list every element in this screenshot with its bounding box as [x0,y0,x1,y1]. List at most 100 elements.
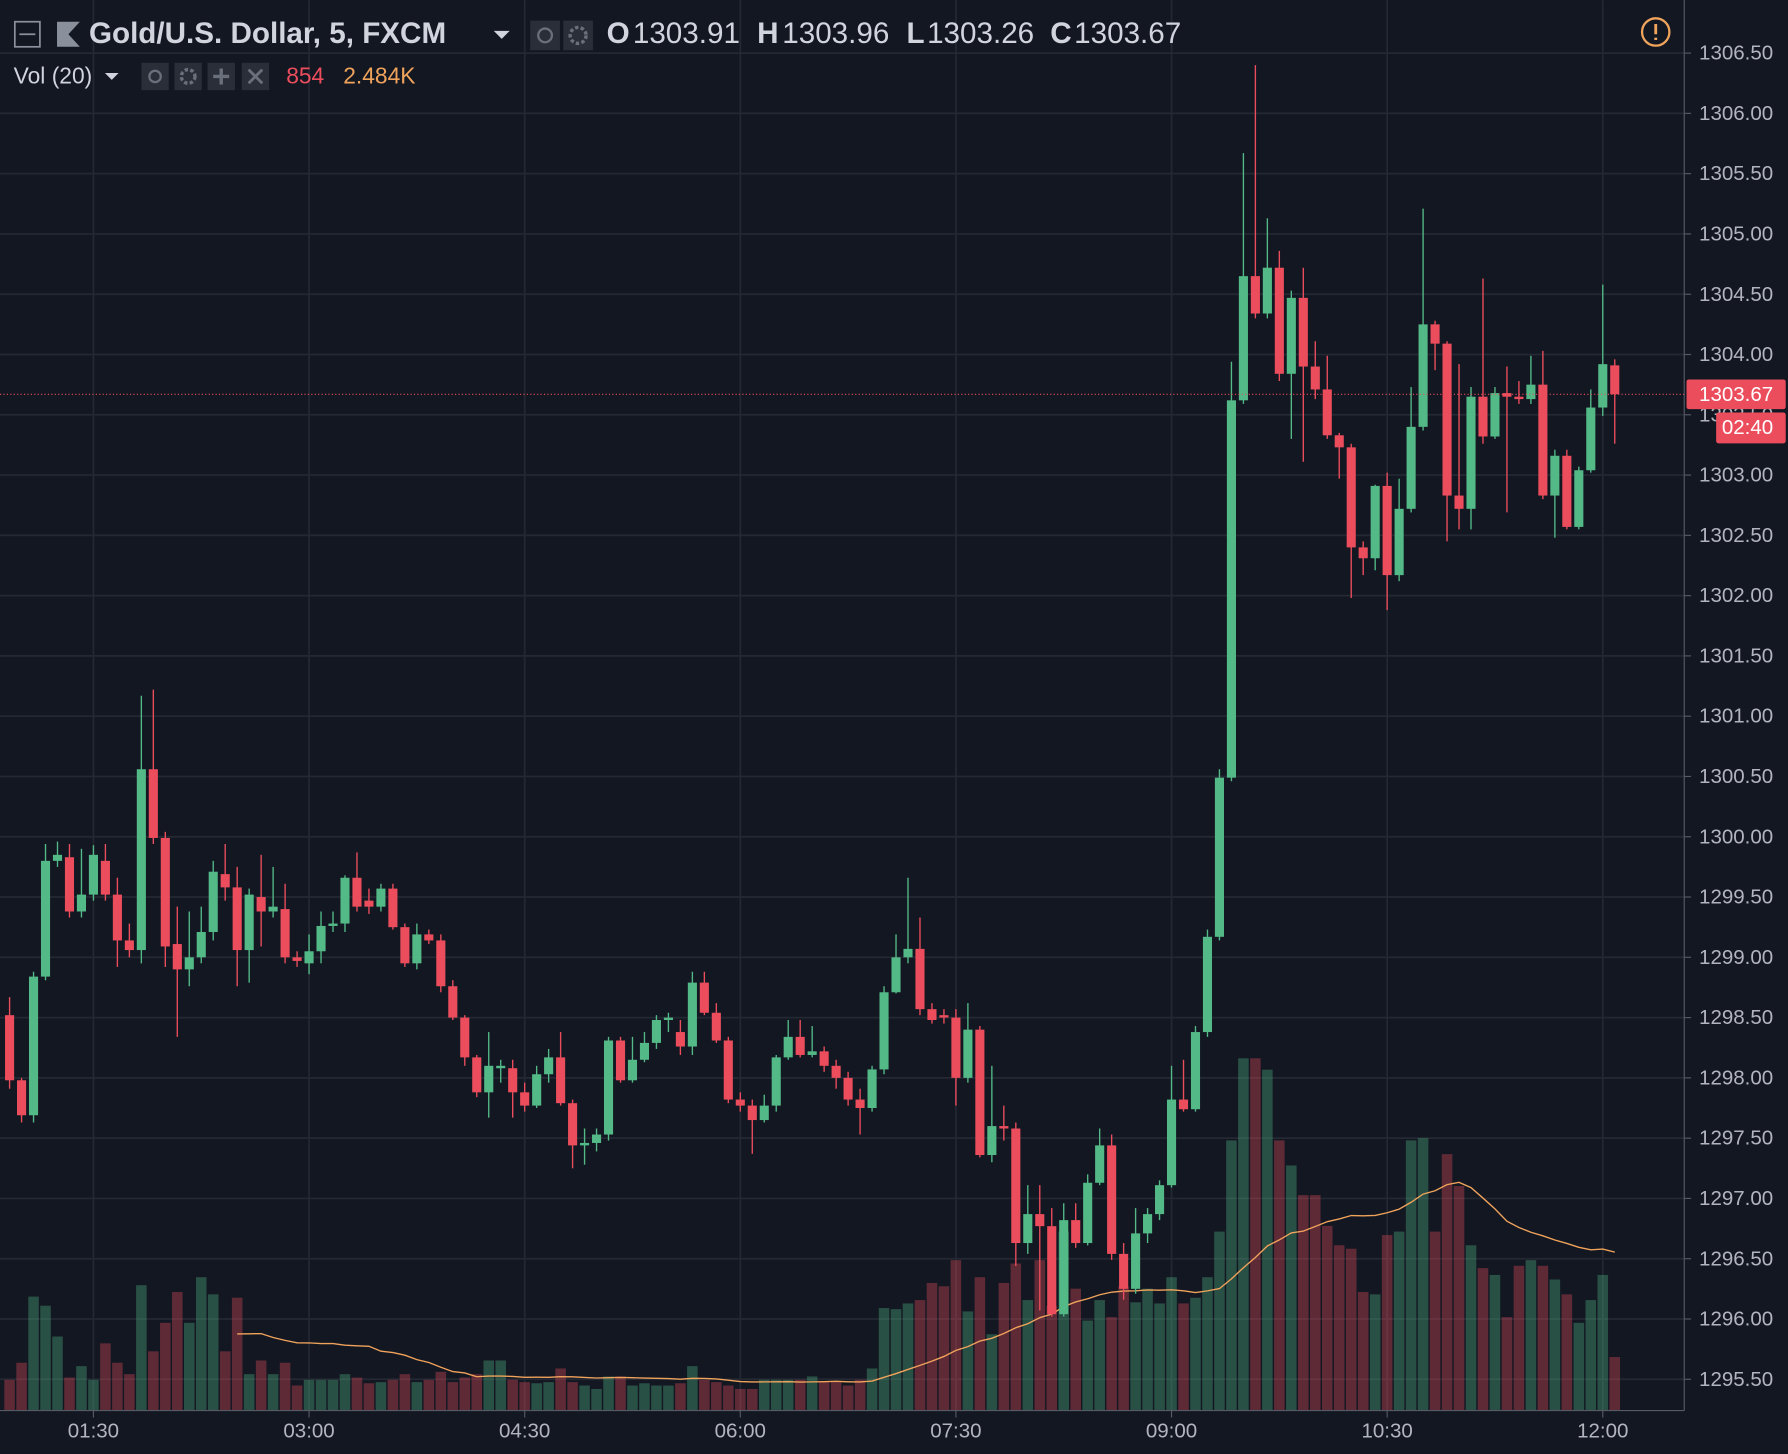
candle-body [280,909,290,958]
dropdown-caret[interactable] [493,30,510,39]
candle-body [951,1017,961,1078]
collapse-icon[interactable] [13,20,41,48]
candle-body [1586,407,1596,471]
candle-body [220,874,230,888]
y-tick-label: 1295.50 [1699,1368,1773,1391]
volume-caret[interactable] [104,73,119,80]
volume-bar [172,1292,183,1411]
volume-bar [507,1379,518,1411]
volume-bar [148,1351,159,1411]
volume-bar [818,1382,830,1411]
candle-body [1454,495,1464,509]
x-tick-label: 01:30 [68,1420,119,1443]
volume-bar [878,1308,890,1411]
volume-title: Vol (20) [14,63,93,89]
y-tick-label: 1300.00 [1699,825,1773,848]
candle-body [663,1017,673,1020]
vol-settings-button[interactable] [174,62,202,91]
volume-bar [1106,1317,1117,1411]
candle-body [903,948,913,958]
volume-bar [4,1379,15,1411]
settings-button[interactable] [563,20,593,51]
candle-body [17,1080,27,1116]
volume-bar [567,1382,578,1411]
volume-bar [651,1385,662,1411]
candle-body [1298,297,1308,367]
volume-bar [1489,1274,1501,1411]
volume-bar [1118,1286,1129,1411]
close-icon [247,68,264,85]
volume-bar [555,1368,566,1411]
candle-body [759,1105,769,1121]
open-value: 1303.91 [633,17,740,50]
volume-bar [1226,1140,1237,1411]
volume-bar [591,1388,602,1411]
candle-body [556,1057,566,1104]
candle-body [615,1040,626,1081]
y-tick-label: 1299.00 [1699,946,1773,969]
y-tick-label: 1299.50 [1699,886,1773,909]
volume-bar [52,1336,63,1411]
eye-button[interactable] [530,20,560,51]
volume-bar [1250,1058,1261,1411]
candle-body [987,1126,997,1156]
warning-icon[interactable] [1640,17,1671,47]
high-letter: H [757,17,778,50]
candle-body [568,1103,578,1146]
candle-body [1226,400,1236,778]
volume-bar [747,1388,758,1411]
volume-bar [603,1376,614,1411]
volume-bar [758,1379,770,1411]
volume-ma-line [237,1181,1615,1383]
volume-bar [926,1282,938,1411]
candle-body [1107,1145,1117,1254]
volume-bar [842,1385,854,1411]
candle-body [1466,396,1476,509]
candle-body [292,957,302,961]
volume-bar [735,1388,746,1411]
candle-body [1538,384,1548,496]
volume-bar [411,1382,423,1411]
candle-body [1502,393,1512,397]
volume-bar [1597,1274,1609,1411]
volume-bar [207,1294,219,1411]
volume-bar [699,1379,710,1411]
vol-gear-icon [179,67,197,86]
close-value: 1303.67 [1074,17,1181,50]
volume-bar [1058,1231,1069,1411]
candle-body [124,940,134,951]
volume-bar [1130,1302,1141,1411]
candle-body [208,871,218,932]
candle-body [304,951,314,964]
candle-body [268,906,278,912]
volume-bar [483,1360,495,1411]
candle-body [1334,435,1344,448]
legend-header: Gold/U.S. Dollar, 5, FXCM O 1303.91 H 13… [13,17,1671,91]
candle-body [328,923,338,926]
candle-body [1202,936,1213,1033]
volume-ma-value: 2.484K [343,63,415,89]
vol-eye-button[interactable] [141,62,169,91]
volume-bar [1453,1186,1465,1411]
volume-bar [255,1360,267,1411]
candle-body [723,1040,733,1100]
volume-bar [291,1385,303,1411]
volume-bar [543,1382,554,1411]
volume-bar [1286,1165,1297,1411]
volume-bar [231,1297,243,1411]
candle-body [927,1009,937,1020]
volume-bar [375,1382,387,1411]
volume-bar [1298,1195,1309,1411]
volume-bar [363,1383,375,1411]
volume-bar [327,1379,339,1411]
candle-body [256,897,266,912]
y-tick-label: 1301.50 [1699,644,1773,667]
candle-body [1095,1145,1105,1183]
candle-body [639,1042,650,1060]
candle-body [1430,324,1440,344]
volume-bar [794,1379,806,1411]
volume-value: 854 [286,63,324,89]
candle-body [184,957,194,970]
volume-bar [1525,1260,1537,1411]
